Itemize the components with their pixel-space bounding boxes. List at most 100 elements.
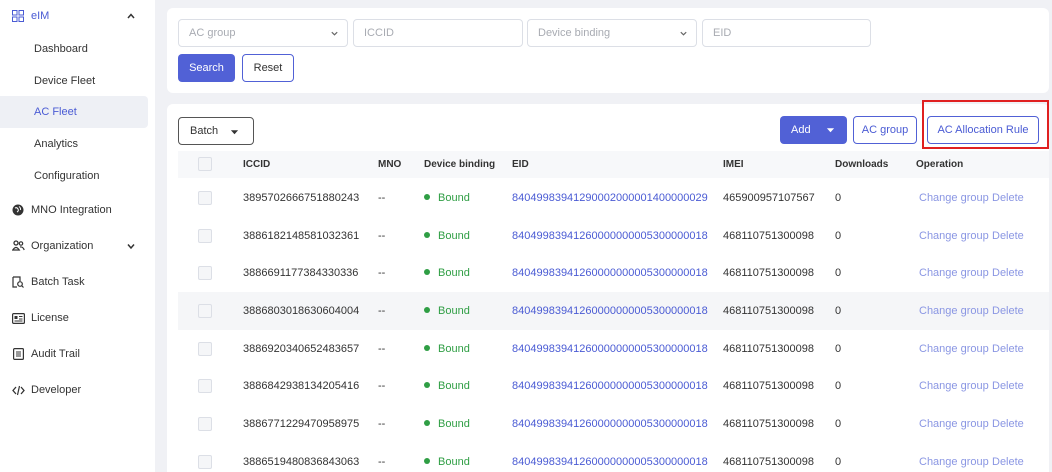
row-checkbox[interactable] bbox=[198, 229, 212, 243]
ac-allocation-rule-button[interactable]: AC Allocation Rule bbox=[927, 116, 1039, 144]
change-group-link[interactable]: Change group bbox=[919, 380, 989, 392]
change-group-link[interactable]: Change group bbox=[919, 192, 989, 204]
sidebar-item-label: Dashboard bbox=[34, 43, 88, 55]
organization-icon bbox=[11, 239, 25, 253]
cell-imei: 468110751300098 bbox=[723, 230, 814, 242]
row-checkbox[interactable] bbox=[198, 191, 212, 205]
delete-link[interactable]: Delete bbox=[992, 456, 1024, 468]
eid-input[interactable]: EID bbox=[702, 19, 871, 47]
status-dot-icon bbox=[424, 307, 430, 313]
cell-eid[interactable]: 84049983941260000000005300000018 bbox=[512, 380, 708, 392]
sidebar-item-label: AC Fleet bbox=[34, 106, 77, 118]
sidebar-item-configuration[interactable]: Configuration bbox=[0, 160, 148, 192]
table-row[interactable]: 3886920340652483657 -- 8404998394126000000… bbox=[178, 330, 1049, 368]
change-group-link[interactable]: Change group bbox=[919, 305, 989, 317]
change-group-link[interactable]: Change group bbox=[919, 343, 989, 355]
cell-downloads: 0 bbox=[835, 230, 842, 242]
delete-link[interactable]: Delete bbox=[992, 192, 1024, 204]
cell-eid[interactable]: 84049983941260000000005300000018 bbox=[512, 230, 708, 242]
cell-eid[interactable]: 84049983941260000000005300000018 bbox=[512, 418, 708, 430]
table-row[interactable]: 3886842938134205416 -- 8404998394126000000… bbox=[178, 367, 1049, 405]
row-checkbox[interactable] bbox=[198, 342, 212, 356]
cell-device-binding: Bound bbox=[424, 405, 470, 443]
cell-mno: -- bbox=[378, 230, 386, 242]
batch-task-icon bbox=[11, 275, 25, 289]
change-group-link[interactable]: Change group bbox=[919, 418, 989, 430]
delete-link[interactable]: Delete bbox=[992, 267, 1024, 279]
reset-button[interactable]: Reset bbox=[242, 54, 294, 82]
chevron-down-icon[interactable] bbox=[124, 239, 138, 253]
cell-eid[interactable]: 84049983941260000000005300000018 bbox=[512, 456, 708, 468]
sidebar-item-dashboard[interactable]: Dashboard bbox=[0, 33, 148, 65]
status-dot-icon bbox=[424, 232, 430, 238]
batch-dropdown-button[interactable]: Batch bbox=[178, 117, 254, 145]
license-icon bbox=[11, 311, 25, 325]
row-checkbox[interactable] bbox=[198, 304, 212, 318]
cell-imei: 468110751300098 bbox=[723, 267, 814, 279]
device-binding-select[interactable]: Device binding bbox=[527, 19, 697, 47]
sidebar-item-device-fleet[interactable]: Device Fleet bbox=[0, 65, 148, 97]
sidebar-item-batch-task[interactable]: Batch Task bbox=[0, 266, 148, 298]
delete-link[interactable]: Delete bbox=[992, 230, 1024, 242]
change-group-link[interactable]: Change group bbox=[919, 267, 989, 279]
sidebar-item-label: Device Fleet bbox=[34, 75, 96, 87]
change-group-link[interactable]: Change group bbox=[919, 230, 989, 242]
delete-link[interactable]: Delete bbox=[992, 305, 1024, 317]
row-checkbox[interactable] bbox=[198, 455, 212, 469]
cell-iccid: 3886803018630604004 bbox=[243, 305, 360, 317]
delete-link[interactable]: Delete bbox=[992, 343, 1024, 355]
sidebar-item-label: Batch Task bbox=[31, 276, 85, 288]
search-button[interactable]: Search bbox=[178, 54, 235, 82]
select-all-checkbox[interactable] bbox=[198, 157, 212, 171]
change-group-link[interactable]: Change group bbox=[919, 456, 989, 468]
cell-imei: 468110751300098 bbox=[723, 418, 814, 430]
table-row[interactable]: 3886182148581032361 -- 8404998394126000000… bbox=[178, 217, 1049, 255]
row-checkbox[interactable] bbox=[198, 266, 212, 280]
cell-device-binding: Bound bbox=[424, 443, 470, 472]
cell-device-binding: Bound bbox=[424, 367, 470, 405]
sidebar-item-audit-trail[interactable]: Audit Trail bbox=[0, 338, 148, 370]
grid-icon bbox=[11, 9, 25, 23]
sidebar-item-eim[interactable]: eIM bbox=[0, 0, 148, 32]
cell-imei: 468110751300098 bbox=[723, 305, 814, 317]
row-checkbox[interactable] bbox=[198, 417, 212, 431]
ac-group-select[interactable]: AC group bbox=[178, 19, 348, 47]
cell-imei: 468110751300098 bbox=[723, 380, 814, 392]
binding-status-text: Bound bbox=[438, 343, 470, 355]
delete-link[interactable]: Delete bbox=[992, 418, 1024, 430]
cell-downloads: 0 bbox=[835, 343, 842, 355]
cell-eid[interactable]: 84049983941260000000005300000018 bbox=[512, 343, 708, 355]
sidebar-item-developer[interactable]: Developer bbox=[0, 374, 148, 406]
sidebar-item-organization[interactable]: Organization bbox=[0, 230, 148, 262]
delete-link[interactable]: Delete bbox=[992, 380, 1024, 392]
cell-imei: 468110751300098 bbox=[723, 456, 814, 468]
add-dropdown-button[interactable]: Add bbox=[780, 116, 847, 144]
table-row[interactable]: 3886691177384330336 -- 8404998394126000000… bbox=[178, 254, 1049, 292]
cell-eid[interactable]: 84049983941260000000005300000018 bbox=[512, 267, 708, 279]
cell-eid[interactable]: 84049983941290002000001400000029 bbox=[512, 192, 708, 204]
ac-group-placeholder: AC group bbox=[189, 27, 236, 39]
device-binding-placeholder: Device binding bbox=[538, 27, 611, 39]
sidebar-item-label: Developer bbox=[31, 384, 82, 396]
cell-device-binding: Bound bbox=[424, 254, 470, 292]
cell-iccid: 3886519480836843063 bbox=[243, 456, 360, 468]
chevron-up-icon[interactable] bbox=[124, 9, 138, 23]
table-row[interactable]: 3886771229470958975 -- 8404998394126000000… bbox=[178, 405, 1049, 443]
table-row[interactable]: 3895702666751880243 -- 8404998394129000200… bbox=[178, 179, 1049, 217]
table-row[interactable]: 3886803018630604004 -- 8404998394126000000… bbox=[178, 292, 1049, 330]
row-checkbox[interactable] bbox=[198, 379, 212, 393]
table-row[interactable]: 3886519480836843063 -- 8404998394126000000… bbox=[178, 443, 1049, 472]
cell-mno: -- bbox=[378, 343, 386, 355]
sidebar-item-license[interactable]: License bbox=[0, 302, 148, 334]
sidebar-item-analytics[interactable]: Analytics bbox=[0, 128, 148, 160]
sidebar-item-mno-integration[interactable]: MNO Integration bbox=[0, 194, 148, 226]
cell-iccid: 3895702666751880243 bbox=[243, 192, 360, 204]
cell-downloads: 0 bbox=[835, 380, 842, 392]
ac-group-button[interactable]: AC group bbox=[853, 116, 917, 144]
sidebar-item-label: Organization bbox=[31, 240, 94, 252]
sidebar-item-ac-fleet[interactable]: AC Fleet bbox=[0, 96, 148, 128]
cell-imei: 468110751300098 bbox=[723, 343, 814, 355]
column-header-mno: MNO bbox=[378, 159, 402, 170]
cell-eid[interactable]: 84049983941260000000005300000018 bbox=[512, 305, 708, 317]
iccid-input[interactable]: ICCID bbox=[353, 19, 523, 47]
